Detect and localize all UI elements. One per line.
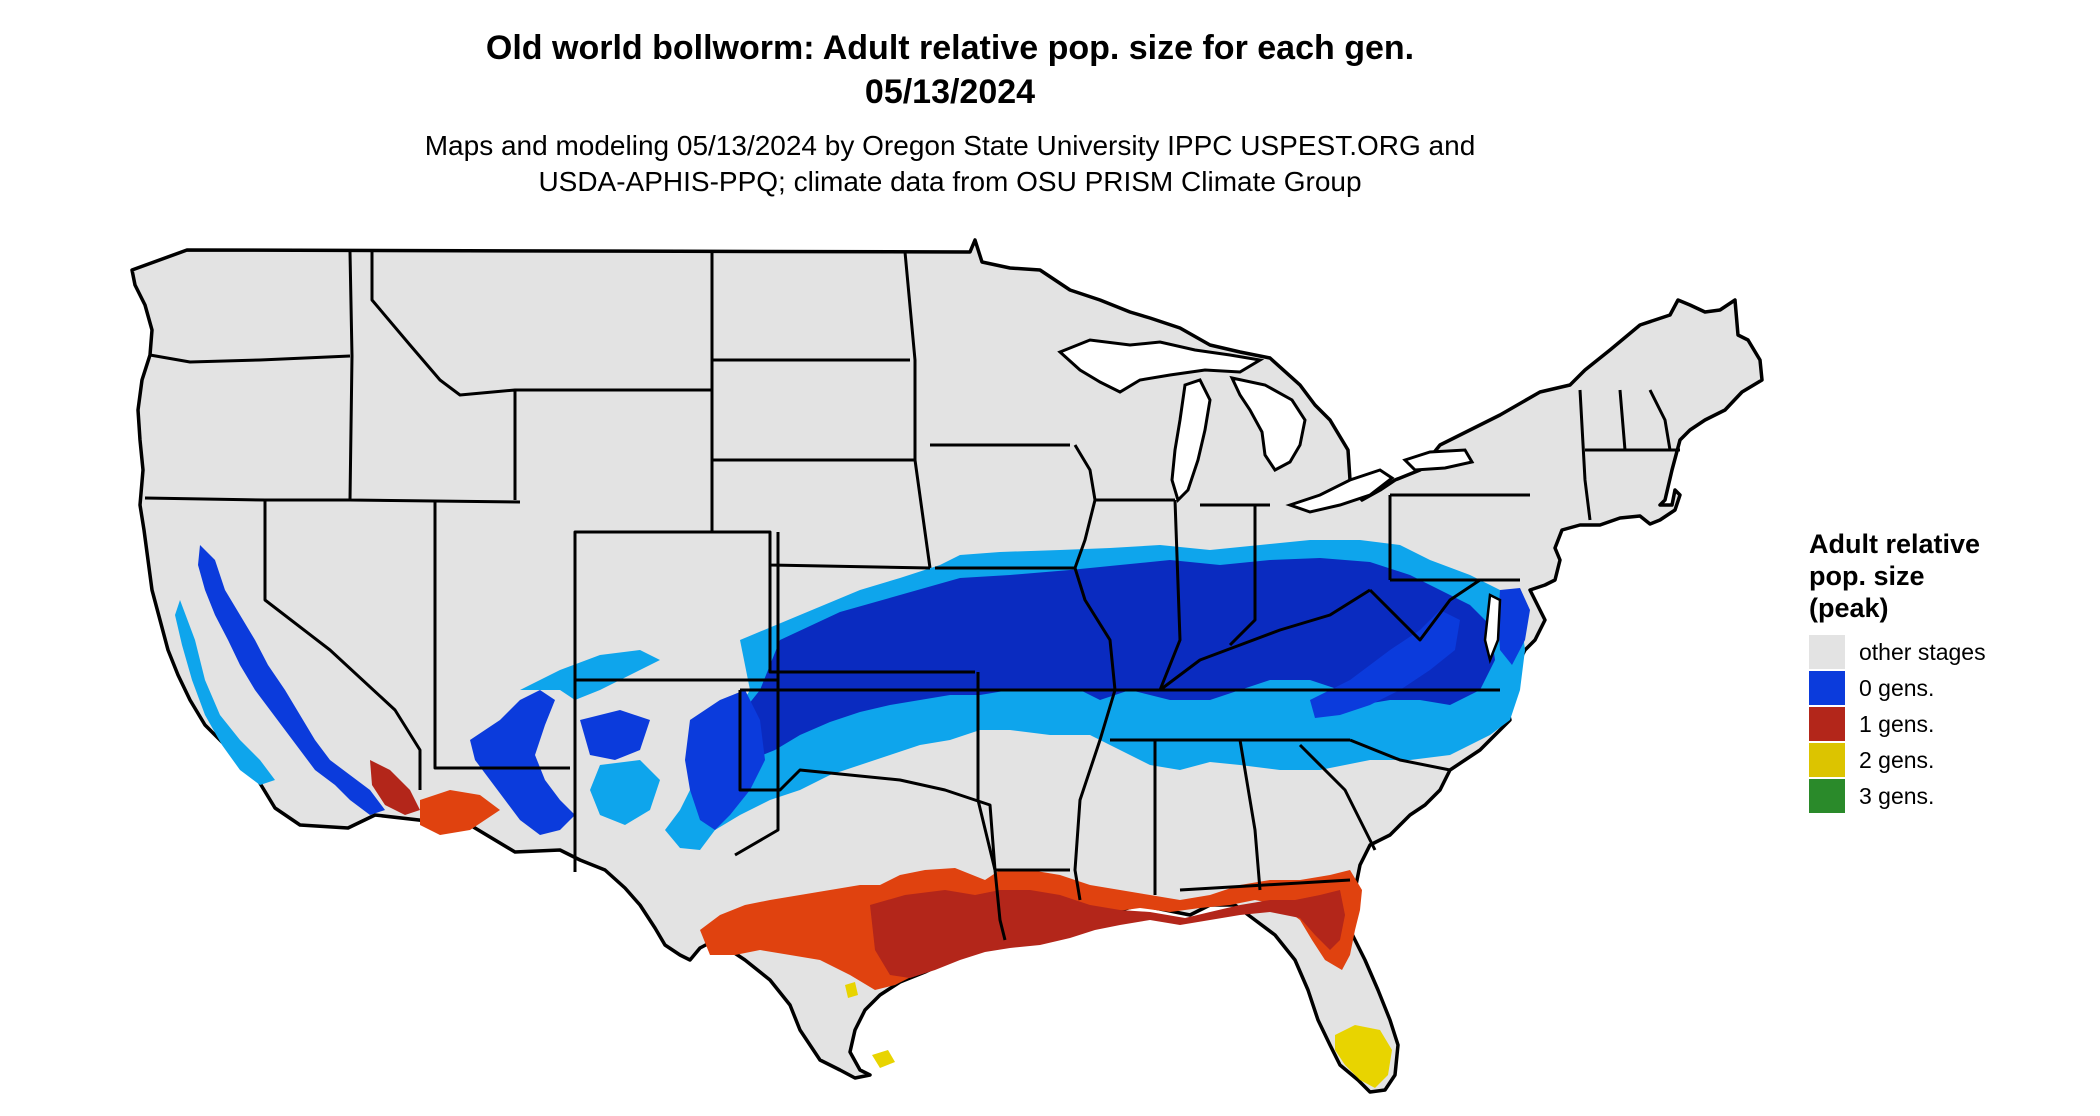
zone-2-gens — [845, 982, 1392, 1088]
legend-label: 3 gens. — [1859, 783, 1935, 809]
legend-label: other stages — [1859, 639, 1986, 665]
legend-item-2-gens: 2 gens. — [1809, 743, 2099, 777]
lake-ontario — [1402, 448, 1475, 472]
zone-0-gens — [175, 540, 1530, 850]
map-date: 05/13/2024 — [864, 73, 1036, 111]
map-subtitle-line-2: USDA-APHIS-PPQ; climate data from OSU PR… — [538, 166, 1362, 197]
chesapeake-bay — [1483, 593, 1502, 665]
legend-label: 1 gens. — [1859, 711, 1935, 737]
zone-1-gens — [370, 760, 1362, 990]
map-subtitle-line-1: Maps and modeling 05/13/2024 by Oregon S… — [424, 130, 1476, 161]
legend-title: Adult relative pop. size (peak) — [1809, 528, 1980, 624]
lake-erie — [1285, 468, 1395, 514]
lake-superior — [1057, 338, 1265, 394]
legend-swatch — [1809, 707, 1845, 741]
lake-michigan — [1170, 378, 1212, 503]
legend-item-0-gens: 0 gens. — [1809, 671, 2099, 705]
legend-title-line-2: pop. size — [1809, 561, 1925, 591]
legend-item-1-gens: 1 gens. — [1809, 707, 2099, 741]
legend-title-line-3: (peak) — [1809, 593, 1889, 623]
legend-swatch — [1809, 635, 1845, 669]
legend-item-other-stages: other stages — [1809, 635, 2099, 669]
legend-swatch — [1809, 779, 1845, 813]
lake-huron — [1229, 375, 1307, 472]
map-title: Old world bollworm: Adult relative pop. … — [485, 29, 1415, 67]
legend-label: 2 gens. — [1859, 747, 1935, 773]
legend-item-3-gens: 3 gens. — [1809, 779, 2099, 813]
legend-label: 0 gens. — [1859, 675, 1935, 701]
legend-title-line-1: Adult relative — [1809, 529, 1981, 559]
state-borders — [144, 251, 1680, 941]
legend-swatch — [1809, 671, 1845, 705]
legend-swatch — [1809, 743, 1845, 777]
